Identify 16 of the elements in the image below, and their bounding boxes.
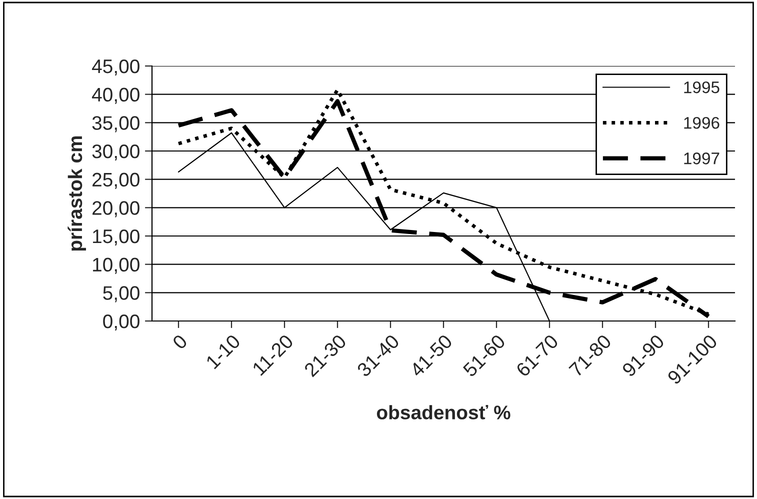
y-tick-label: 10,00: [93, 258, 140, 274]
legend-label: 1996: [684, 116, 720, 129]
y-tick-label: 20,00: [92, 201, 140, 218]
y-tick-label: 15,00: [93, 229, 140, 246]
legend-label: 1995: [684, 81, 720, 94]
x-axis-title: obsadenosť %: [376, 405, 510, 420]
y-tick-label: 0,00: [103, 314, 140, 331]
x-tick-label: 0: [172, 334, 188, 350]
y-tick-label: 30,00: [92, 144, 140, 161]
y-tick-label: 35,00: [92, 116, 140, 132]
legend-label: 1997: [684, 152, 720, 164]
y-tick-label: 40,00: [92, 88, 140, 104]
y-axis-title: prírastok cm: [68, 136, 86, 251]
y-tick-label: 25,00: [92, 172, 140, 189]
y-tick-label: 45,00: [92, 59, 140, 76]
y-tick-label: 5,00: [103, 286, 140, 302]
